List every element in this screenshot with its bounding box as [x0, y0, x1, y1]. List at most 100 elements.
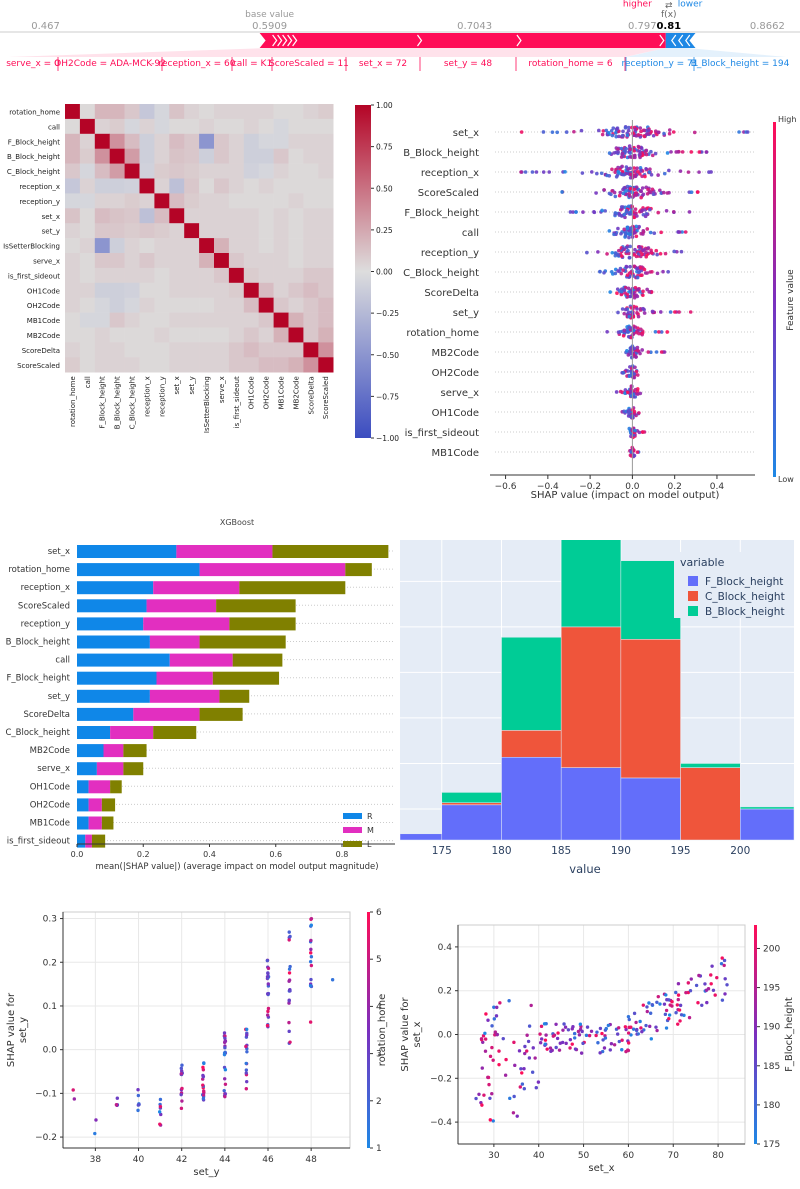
beeswarm-x-tick-label: −0.4 [537, 482, 559, 492]
dep-dot [245, 1033, 249, 1037]
beeswarm-dot [623, 307, 628, 312]
heatmap-cell [214, 223, 230, 239]
beeswarm-dot [625, 133, 630, 138]
beeswarm-dot [626, 251, 631, 256]
beeswarm-dot [621, 187, 625, 192]
heatmap-cell [303, 163, 319, 179]
dep-dot [180, 1099, 184, 1103]
stacked-bar-segment [91, 834, 106, 848]
negative-chevron [685, 34, 691, 47]
heatmap-cell [154, 342, 170, 358]
dep-dot [308, 1020, 313, 1024]
heatmap-cell [199, 118, 215, 135]
heatmap-cell [303, 193, 319, 209]
heatmap-row-label: is_first_sideout [8, 272, 60, 280]
beeswarm-dot [597, 128, 601, 133]
dep-dot [658, 1002, 662, 1006]
beeswarm-dot [594, 191, 598, 195]
stacked-bar-segment [110, 780, 122, 794]
dep-dot [287, 938, 291, 942]
beeswarm-dot [623, 231, 628, 236]
stacked-bar-segment [199, 707, 243, 721]
dep-dot [223, 1094, 227, 1099]
beeswarm-dot [644, 211, 649, 216]
hist-x-tick-label: 175 [432, 845, 452, 857]
heatmap-cell [273, 297, 289, 313]
hist-bar-segment [399, 833, 443, 841]
dep-dot [667, 1013, 672, 1017]
dep-dot [689, 977, 693, 981]
beeswarm-dot [585, 250, 589, 255]
dep-dot [525, 1033, 529, 1037]
heatmap-cell [94, 223, 110, 239]
dep-dot [627, 1017, 631, 1022]
stacked-legend-swatch [343, 827, 362, 833]
stacked-legend-swatch [343, 813, 362, 819]
stacked-bar-segment [96, 762, 124, 776]
beeswarm-dot [636, 133, 641, 137]
beeswarm-dot [661, 269, 665, 274]
beeswarm-dot [628, 151, 633, 155]
beeswarm-dot [636, 349, 640, 353]
heatmap-cell [228, 148, 245, 164]
colorbar-low-label: Low [778, 475, 794, 484]
stacked-x-tick-label: 0.0 [71, 850, 84, 859]
stacked-bar-segment [169, 653, 233, 667]
force-tick-label: 0.8662 [750, 21, 785, 32]
heatmap-cell [318, 148, 334, 164]
dep-dot [612, 1043, 617, 1047]
heatmap-cell [124, 118, 140, 135]
beeswarm-dot [634, 330, 639, 335]
beeswarm-dot [737, 130, 741, 134]
beeswarm-dot [617, 193, 622, 198]
positive-feature-label: call = K1 [232, 59, 272, 69]
dep-dot [561, 1028, 565, 1032]
heatmap-cell [79, 178, 96, 194]
beeswarm-dot [613, 211, 618, 215]
dep-dot [136, 1108, 140, 1113]
dep-dot [158, 1097, 163, 1102]
dep-dot [620, 1048, 624, 1052]
heatmap-cell [154, 253, 170, 269]
beeswarm-dot [622, 212, 627, 217]
heatmap-cell [303, 357, 319, 373]
stacked-x-tick-label: 0.2 [137, 850, 150, 859]
dep-dot [245, 1050, 249, 1054]
dep-x-tick-label: 44 [219, 1155, 231, 1165]
positive-bar [259, 33, 666, 48]
fx-label: f(x) [661, 10, 677, 20]
dep-dot [244, 1087, 249, 1091]
beeswarm-dot [605, 252, 609, 256]
dep-y-label-line1: SHAP value for [400, 997, 411, 1072]
dep-dot [624, 1027, 628, 1032]
dep-dot [678, 1003, 683, 1008]
beeswarm-dot [619, 292, 624, 297]
positive-chevron [272, 34, 278, 47]
positive-chevron [292, 34, 298, 47]
fx-value: 0.81 [656, 21, 681, 32]
beeswarm-dot [671, 130, 676, 134]
dep-dot [520, 1082, 525, 1086]
heatmap-cell [273, 104, 289, 120]
dep-dot [487, 1082, 491, 1087]
heatmap-cell [258, 208, 274, 224]
heatmap-cell [214, 208, 230, 224]
beeswarm-dot [649, 172, 654, 177]
heatmap-cell [169, 267, 185, 284]
stacked-category-label: is_first_sideout [7, 837, 71, 847]
beeswarm-dot [541, 130, 546, 134]
stacked-bar-segment [146, 599, 217, 613]
beeswarm-dot [647, 290, 651, 294]
dep-dot [287, 978, 292, 982]
dep-dot [520, 1071, 524, 1075]
hist-bar-segment [740, 808, 795, 841]
stacked-legend-label: R [367, 812, 373, 821]
dep-dot [482, 1093, 486, 1097]
beeswarm-dot [628, 147, 633, 151]
heatmap-row-label: serve_x [33, 257, 60, 265]
heatmap-cell [258, 282, 274, 298]
heatmap-cell [139, 208, 155, 224]
dep-dot [265, 975, 270, 979]
dep-y-label-line2: set_y [18, 1017, 29, 1043]
beeswarm-dot [641, 192, 646, 197]
